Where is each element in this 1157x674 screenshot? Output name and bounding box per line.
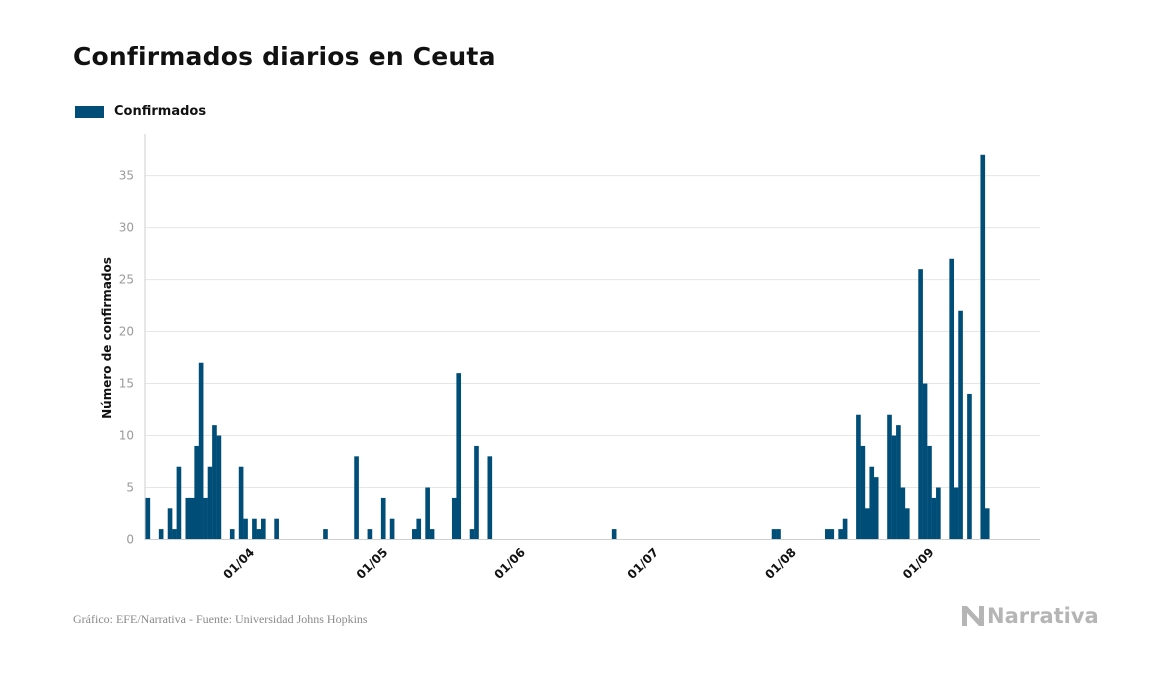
legend-swatch <box>75 105 104 118</box>
gridlines <box>145 175 1040 489</box>
bar <box>967 393 972 540</box>
narrativa-logo: Narrativa <box>962 604 1099 628</box>
bar <box>873 477 879 540</box>
bar <box>487 456 493 540</box>
legend-label: Confirmados <box>114 104 207 119</box>
bar <box>425 487 430 540</box>
bar <box>936 487 941 540</box>
y-tick-label: 10 <box>119 429 134 443</box>
bar <box>189 497 195 540</box>
x-tick-label: 01/07 <box>625 545 662 582</box>
bar <box>980 154 986 540</box>
x-axis-ticks: 01/04 01/05 01/06 01/07 01/08 01/09 <box>221 545 937 582</box>
bar <box>243 518 248 540</box>
bar <box>176 466 182 540</box>
bar <box>198 362 204 540</box>
y-tick-label: 0 <box>126 533 134 547</box>
bar <box>887 414 892 540</box>
bar <box>216 435 222 540</box>
bar <box>842 518 848 540</box>
x-tick-label: 01/04 <box>221 545 258 582</box>
y-tick-label: 15 <box>119 377 134 391</box>
y-tick-label: 20 <box>119 325 134 339</box>
y-tick-label: 5 <box>126 481 134 495</box>
bar <box>274 518 279 540</box>
bar <box>891 435 897 540</box>
bar <box>451 497 457 540</box>
y-tick-label: 30 <box>119 221 134 235</box>
y-tick-label: 35 <box>119 169 134 183</box>
bar <box>256 529 262 540</box>
bar <box>367 529 373 540</box>
bar <box>825 529 830 540</box>
bar <box>771 529 777 540</box>
bar <box>380 497 386 540</box>
logo-text: Narrativa <box>987 604 1099 628</box>
bar <box>864 508 870 540</box>
bars <box>145 154 990 540</box>
bar <box>229 529 235 540</box>
chart-title: Confirmados diarios en Ceuta <box>73 42 496 71</box>
bar <box>918 269 923 540</box>
bar <box>416 518 422 540</box>
bar <box>860 445 866 540</box>
bar <box>900 487 906 540</box>
bar <box>203 497 208 540</box>
x-tick-label: 01/06 <box>491 545 528 582</box>
source-footer: Gráfico: EFE/Narrativa - Fuente: Univers… <box>73 612 368 626</box>
bar <box>984 508 990 540</box>
bar <box>922 383 928 540</box>
bar <box>611 529 617 540</box>
bar <box>212 425 217 540</box>
bar <box>172 529 177 540</box>
x-tick-label: 01/09 <box>900 545 937 582</box>
bar <box>158 529 164 540</box>
bar <box>389 518 395 540</box>
bar <box>856 414 861 540</box>
bar <box>838 529 843 540</box>
bar <box>145 497 151 540</box>
bar <box>260 518 266 540</box>
bar <box>411 529 417 540</box>
bar <box>238 466 244 540</box>
x-tick-label: 01/08 <box>762 545 799 582</box>
bar <box>958 310 963 540</box>
bar <box>167 508 173 540</box>
bar <box>931 497 937 540</box>
bar <box>949 258 955 540</box>
bar <box>185 497 191 540</box>
bar <box>776 529 781 540</box>
bar <box>429 529 435 540</box>
bar <box>474 445 479 540</box>
bar <box>252 518 257 540</box>
bar <box>207 466 213 540</box>
bar <box>469 529 475 540</box>
bar <box>323 529 328 540</box>
bar <box>953 487 959 540</box>
bar <box>904 508 910 540</box>
x-tick-label: 01/05 <box>354 545 391 582</box>
bar <box>456 373 462 540</box>
bar <box>896 425 901 540</box>
y-axis-ticks: 0 5 10 15 20 25 30 35 <box>119 169 134 547</box>
bar <box>927 445 932 540</box>
chart-legend: Confirmados <box>75 104 206 119</box>
bar <box>829 529 835 540</box>
bar <box>869 466 875 540</box>
y-axis-label: Número de confirmados <box>100 257 114 419</box>
bar <box>194 445 200 540</box>
bar <box>354 456 359 540</box>
y-tick-label: 25 <box>119 273 134 287</box>
narrativa-logo-icon <box>962 606 984 626</box>
